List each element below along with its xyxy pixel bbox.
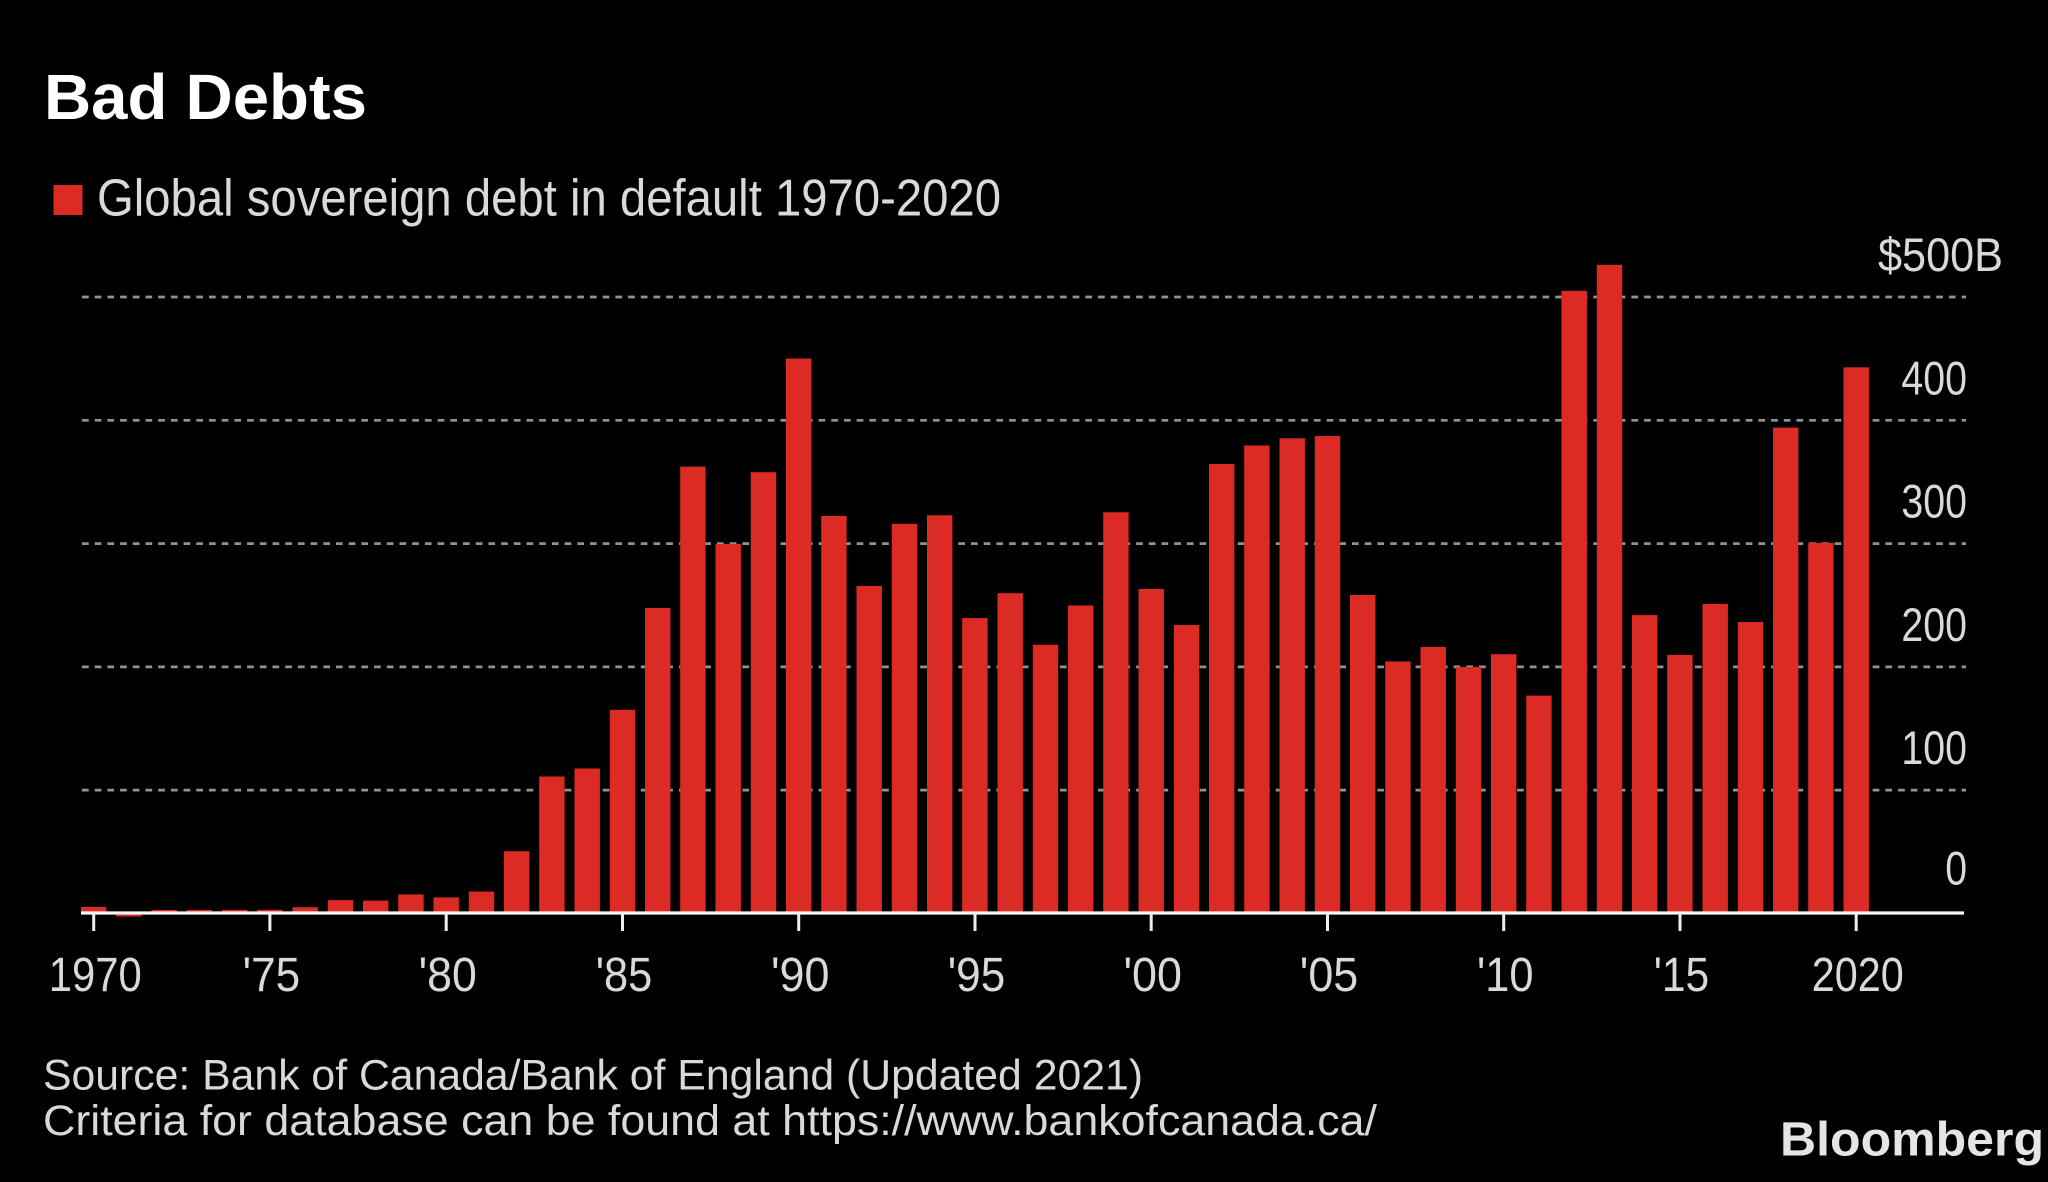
svg-text:400: 400 (1901, 351, 1967, 404)
svg-text:'00: '00 (1123, 949, 1182, 1002)
svg-text:'10: '10 (1477, 949, 1534, 1002)
svg-text:Criteria for database can be f: Criteria for database can be found at ht… (43, 1097, 1377, 1145)
svg-text:'75: '75 (243, 949, 301, 1002)
svg-text:'85: '85 (596, 949, 653, 1002)
svg-text:'80: '80 (419, 949, 477, 1002)
svg-text:Bad Debts: Bad Debts (44, 61, 367, 133)
svg-text:'05: '05 (1300, 949, 1359, 1002)
svg-text:300: 300 (1901, 475, 1967, 528)
svg-text:0: 0 (1945, 842, 1967, 895)
svg-text:'90: '90 (771, 949, 830, 1002)
svg-text:1970: 1970 (49, 949, 142, 1002)
svg-text:200: 200 (1901, 598, 1967, 651)
svg-text:'95: '95 (948, 949, 1006, 1002)
svg-text:2020: 2020 (1812, 949, 1904, 1002)
svg-text:100: 100 (1901, 721, 1967, 774)
svg-text:Bloomberg: Bloomberg (1780, 1113, 2044, 1166)
svg-text:'15: '15 (1654, 949, 1710, 1002)
svg-text:Global sovereign debt in defau: Global sovereign debt in default 1970-20… (97, 170, 1001, 228)
svg-text:Source: Bank of Canada/Bank of: Source: Bank of Canada/Bank of England (… (43, 1052, 1143, 1100)
svg-text:$500B: $500B (1878, 228, 2003, 281)
